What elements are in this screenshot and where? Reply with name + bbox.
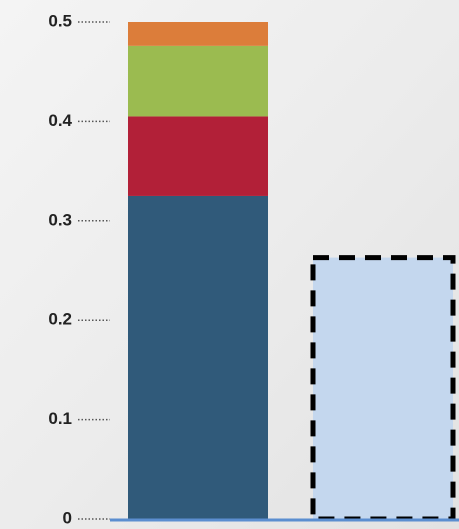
y-tick-label: 0.1 (48, 409, 72, 428)
bar-segment (128, 116, 268, 196)
bar-segment (128, 45, 268, 117)
y-tick-label: 0.2 (48, 310, 72, 329)
bar-segment (128, 22, 268, 46)
y-tick-label: 0.3 (48, 210, 72, 229)
y-tick-label: 0.4 (48, 111, 72, 130)
y-tick-label: 0.5 (48, 11, 72, 30)
bar-segment (128, 195, 268, 519)
y-tick-label: 0 (63, 508, 72, 527)
bar-segment (310, 255, 456, 522)
